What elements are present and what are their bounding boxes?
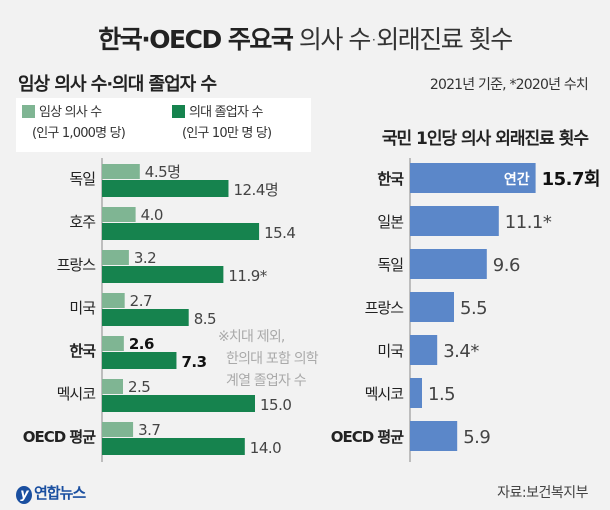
value-label-clinical: 4.5명 (145, 163, 181, 181)
title-bold: 한국·OECD 주요국 (98, 25, 294, 54)
page-title: 한국·OECD 주요국 의사 수·외래진료 횟수 (0, 20, 610, 56)
category-label: 멕시코 (365, 385, 404, 403)
legend-unit: (인구 10만 명 당) (182, 126, 272, 141)
value-label-clinical: 4.0 (141, 206, 163, 224)
source-note: 자료:보건복지부 (497, 485, 588, 501)
bar-clinical (102, 379, 123, 394)
bar-visits (410, 249, 487, 279)
bar-visits (410, 335, 438, 365)
value-label-graduates: 15.0 (260, 396, 291, 414)
value-label-graduates: 8.5 (194, 310, 216, 328)
category-label: 프랑스 (57, 256, 97, 274)
category-label: 일본 (377, 213, 403, 231)
inbar-label: 연간 (504, 171, 530, 188)
left-chart-title: 임상 의사 수·의대 졸업자 수 (18, 74, 217, 95)
value-label-clinical: 3.7 (138, 421, 160, 439)
bar-clinical (102, 207, 136, 222)
right-chart-title: 국민 1인당 의사 외래진료 횟수 (381, 129, 589, 149)
title-light: 의사 수·외래진료 횟수 (298, 25, 513, 54)
bar-clinical (102, 422, 134, 437)
basis-note: 2021년 기준, *2020년 수치 (429, 77, 589, 93)
value-label-graduates: 12.4명 (233, 181, 278, 199)
value-label-clinical: 2.5 (128, 378, 150, 396)
bar-clinical (102, 336, 124, 351)
yonhap-logo: y 연합뉴스 (16, 482, 86, 504)
footnote-line: ※치대 제외, (218, 329, 285, 345)
value-label-visits: 15.7회 (542, 169, 600, 190)
category-label: 독일 (377, 256, 403, 274)
footnote: ※치대 제외, 한의대 포함 의학 계열 졸업자 수 (218, 326, 319, 392)
value-label-graduates: 15.4 (264, 224, 295, 242)
bar-clinical (102, 250, 129, 265)
value-label-graduates: 11.9* (228, 267, 267, 285)
bar-visits (410, 163, 536, 193)
bar-clinical (102, 164, 140, 179)
bar-visits (410, 206, 499, 236)
value-label-visits: 5.5 (460, 298, 487, 319)
category-label: OECD 평균 (23, 428, 96, 446)
value-label-clinical: 2.7 (130, 292, 152, 310)
category-label: 호주 (69, 213, 95, 231)
legend-swatch-clinical (22, 105, 35, 118)
logo-icon: y (16, 486, 32, 504)
category-label: 미국 (377, 342, 404, 360)
legend-item-clinical: 임상 의사 수 (인구 1,000명 당) (22, 102, 126, 144)
bar-visits (410, 421, 458, 451)
value-label-graduates: 7.3 (181, 353, 206, 371)
bar-graduates (102, 438, 245, 455)
bar-graduates (102, 309, 189, 326)
bar-visits (410, 378, 422, 408)
footnote-line: 한의대 포함 의학 (226, 351, 319, 367)
bar-graduates (102, 395, 255, 412)
bar-graduates (102, 180, 229, 197)
bar-graduates (102, 266, 224, 283)
legend: 임상 의사 수 (인구 1,000명 당) 의대 졸업자 수 (인구 10만 명… (16, 98, 311, 152)
category-label: OECD 평균 (331, 428, 404, 446)
category-label: 한국 (377, 170, 404, 188)
value-label-graduates: 14.0 (250, 439, 281, 457)
legend-item-graduates: 의대 졸업자 수 (인구 10만 명 당) (172, 102, 272, 144)
legend-swatch-graduates (172, 105, 185, 118)
category-label: 프랑스 (365, 299, 405, 317)
value-label-visits: 9.6 (493, 255, 520, 276)
value-label-visits: 11.1* (505, 212, 552, 233)
legend-unit: (인구 1,000명 당) (32, 126, 126, 141)
bar-graduates (102, 352, 177, 369)
legend-label: 임상 의사 수 (39, 105, 102, 120)
value-label-visits: 1.5 (428, 384, 455, 405)
category-label: 멕시코 (57, 385, 96, 403)
category-label: 독일 (69, 170, 95, 188)
value-label-visits: 3.4* (443, 341, 479, 362)
bar-clinical (102, 293, 125, 308)
footnote-line: 계열 졸업자 수 (226, 373, 307, 389)
category-label: 한국 (69, 342, 96, 360)
bar-graduates (102, 223, 260, 240)
category-label: 미국 (69, 299, 96, 317)
legend-label: 의대 졸업자 수 (189, 105, 263, 120)
value-label-clinical: 2.6 (129, 335, 154, 353)
bar-visits (410, 292, 454, 322)
value-label-visits: 5.9 (463, 427, 490, 448)
value-label-clinical: 3.2 (134, 249, 156, 267)
logo-text: 연합뉴스 (34, 484, 86, 502)
